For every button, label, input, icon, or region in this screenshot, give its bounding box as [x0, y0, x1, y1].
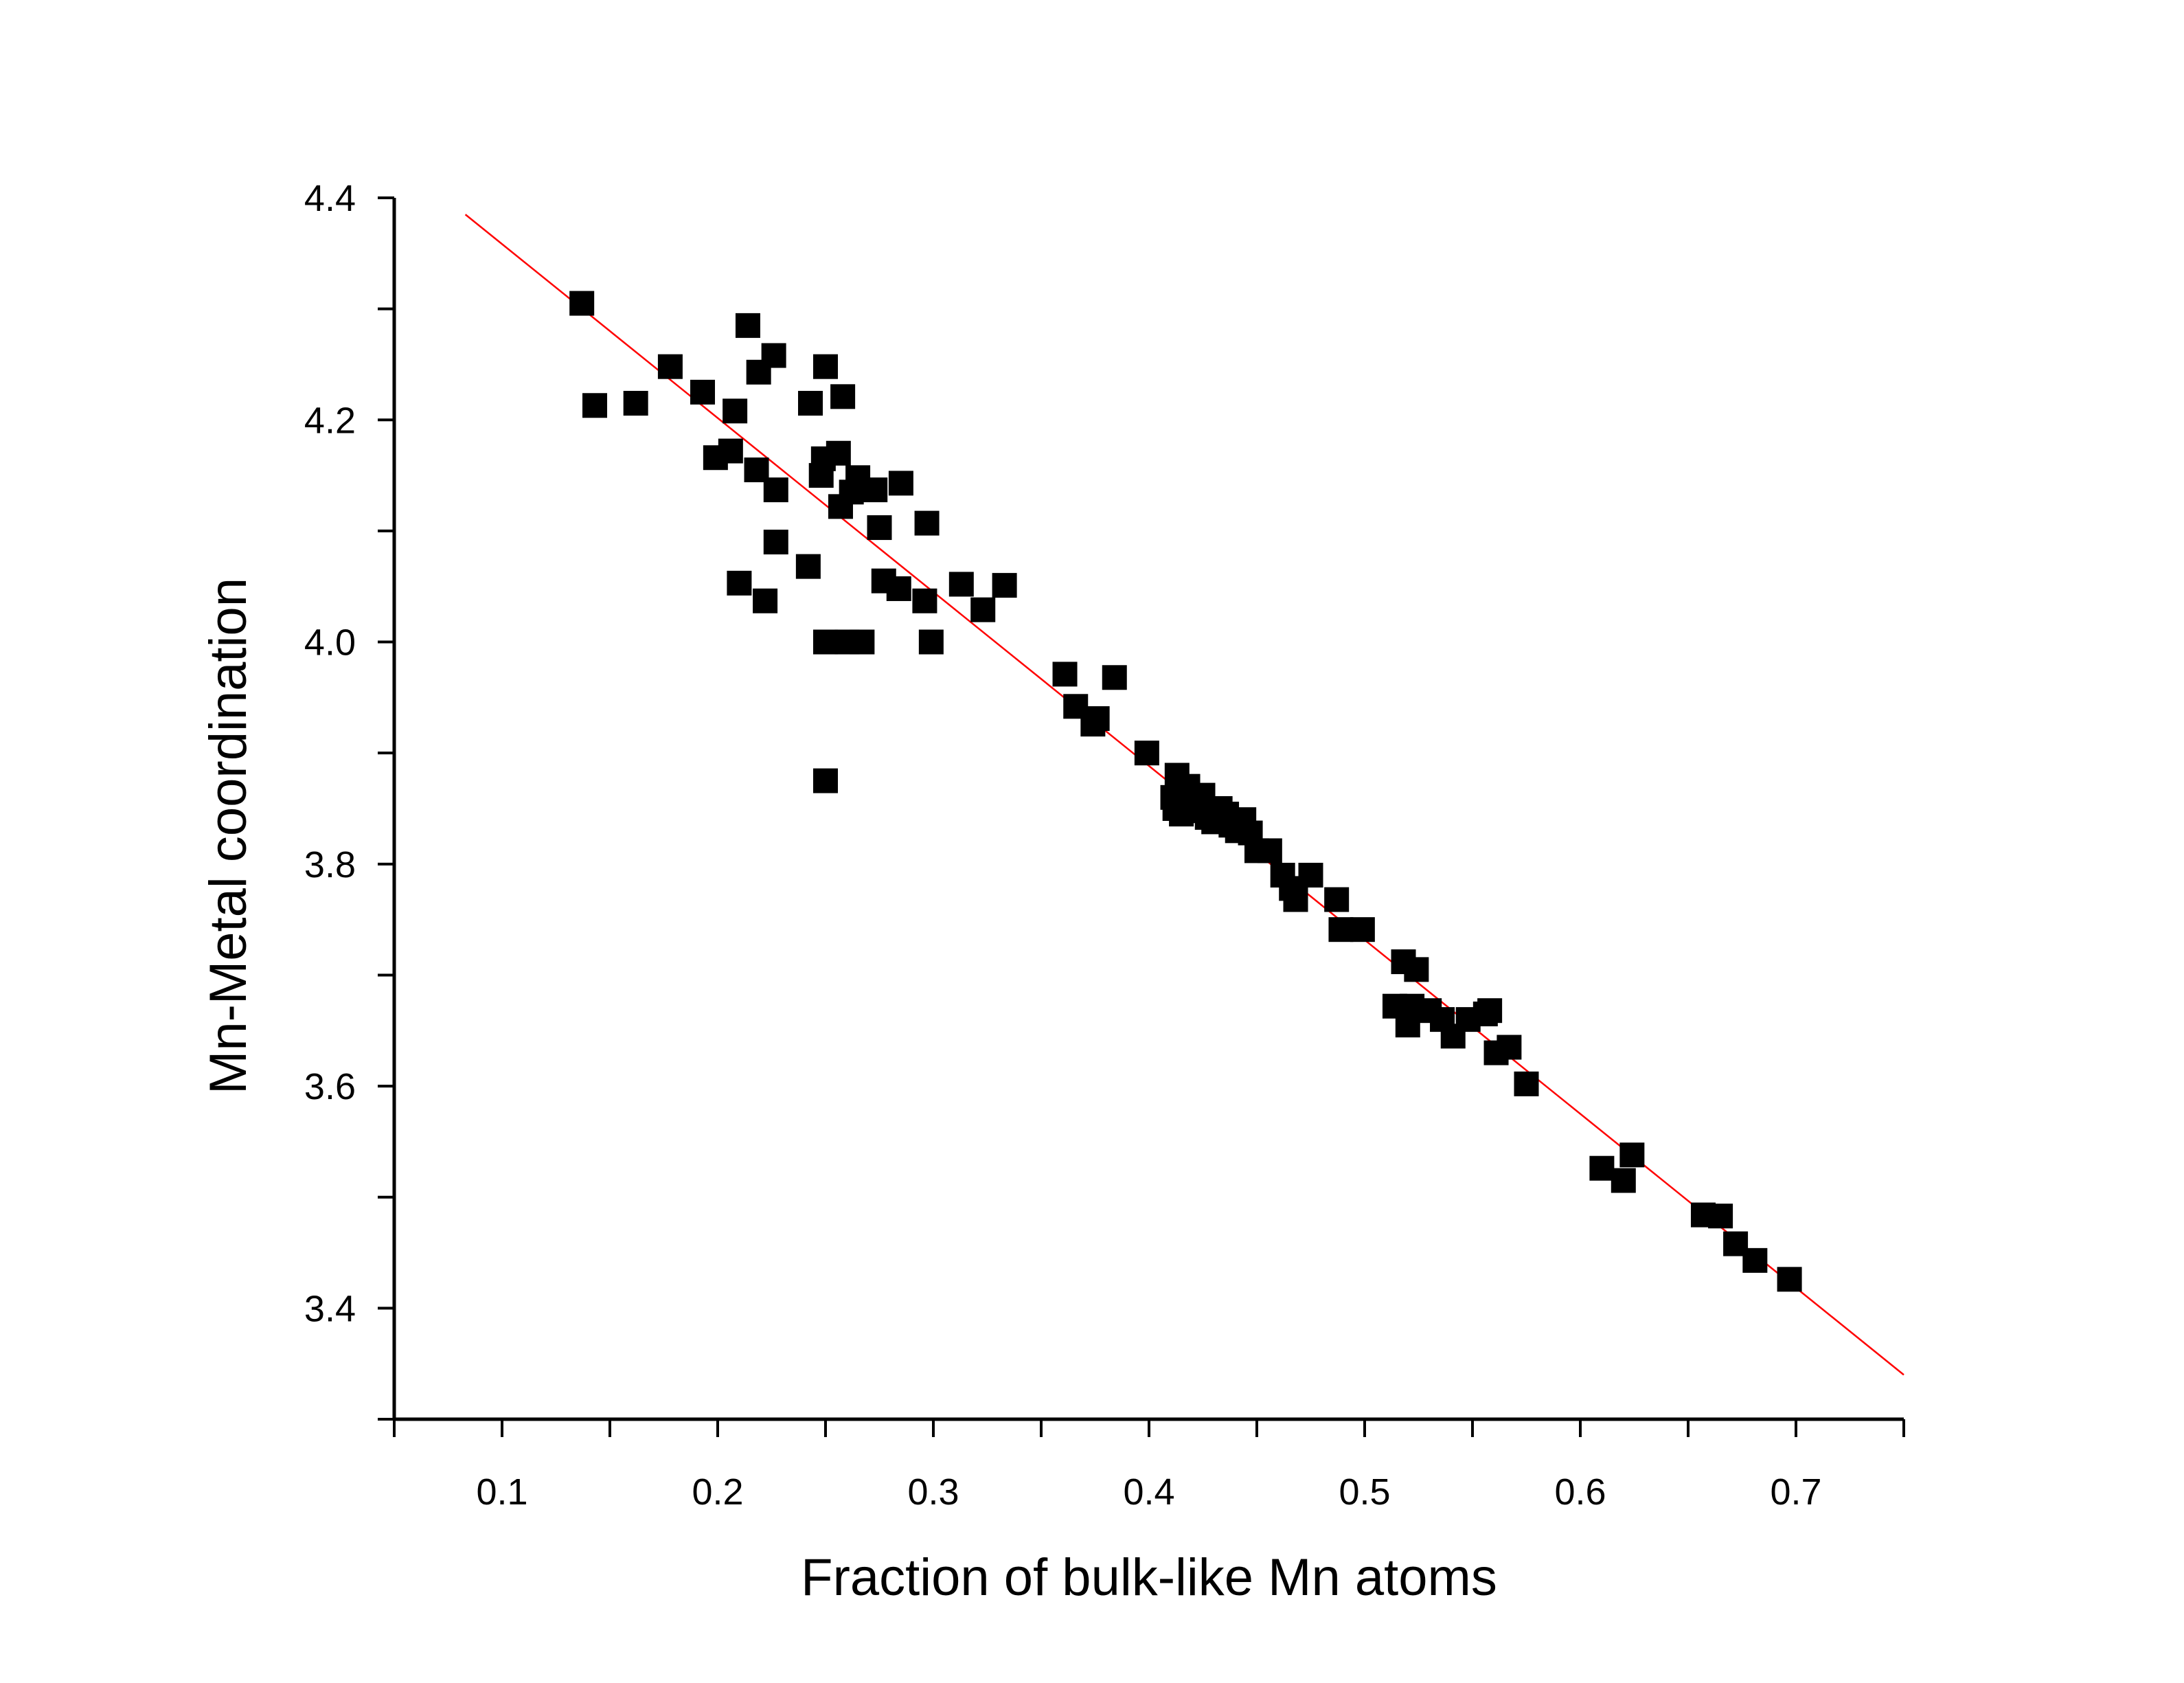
x-axis-ticks: 0.1 0.2 0.3 0.4 0.5 0.6 0.7	[393, 1419, 1905, 1513]
data-point	[992, 573, 1017, 598]
x-tick-label: 0.5	[1339, 1471, 1390, 1513]
data-point	[1328, 917, 1354, 942]
data-point	[763, 530, 788, 555]
y-tick-label: 4.4	[304, 178, 356, 219]
data-point	[918, 629, 944, 655]
x-tick-label: 0.4	[1123, 1471, 1174, 1513]
y-tick-label: 4.0	[304, 622, 356, 664]
data-points-layer	[569, 291, 1802, 1292]
data-point	[723, 398, 748, 424]
x-tick-label: 0.1	[476, 1471, 527, 1513]
data-point	[582, 393, 608, 418]
data-point	[795, 554, 821, 579]
data-point	[623, 391, 648, 416]
data-point	[1134, 741, 1159, 766]
data-point	[569, 291, 595, 316]
data-point	[970, 597, 996, 622]
data-point	[1257, 838, 1282, 863]
y-tick-label: 3.8	[304, 844, 356, 885]
data-point	[690, 379, 716, 405]
data-point	[1404, 957, 1429, 982]
data-point	[886, 576, 911, 601]
y-tick-label: 3.4	[304, 1288, 356, 1329]
data-point	[867, 515, 892, 541]
data-point	[863, 477, 888, 503]
data-point	[888, 471, 913, 496]
data-point	[1324, 887, 1350, 912]
data-point	[1742, 1247, 1768, 1273]
data-point	[718, 438, 743, 464]
data-point	[912, 588, 937, 613]
data-point	[1514, 1071, 1539, 1096]
y-axis-ticks: 3.4 3.6 3.8 4.0 4.2 4.4	[304, 178, 394, 1421]
x-tick-label: 0.7	[1770, 1471, 1821, 1513]
data-point	[813, 768, 838, 793]
data-point	[1589, 1155, 1615, 1181]
data-point	[850, 629, 875, 655]
data-point	[657, 354, 683, 379]
x-tick-label: 0.2	[692, 1471, 743, 1513]
data-point	[1084, 706, 1110, 732]
data-point	[813, 354, 838, 379]
data-point	[1619, 1142, 1645, 1168]
data-point	[948, 572, 974, 597]
data-point	[727, 570, 752, 596]
data-point	[914, 510, 940, 536]
data-point	[1350, 917, 1375, 942]
data-point	[1102, 665, 1127, 690]
x-tick-label: 0.6	[1554, 1471, 1606, 1513]
data-point	[1497, 1035, 1522, 1060]
data-point	[830, 384, 856, 409]
data-point	[1611, 1168, 1636, 1193]
data-point	[753, 588, 778, 613]
data-point	[1708, 1204, 1733, 1229]
x-tick-label: 0.3	[907, 1471, 959, 1513]
y-axis-title: Mn-Metal coordination	[199, 578, 258, 1094]
data-point	[826, 440, 851, 466]
data-point	[1283, 887, 1308, 912]
data-point	[798, 391, 823, 416]
data-point	[735, 313, 760, 338]
data-point	[1777, 1267, 1802, 1292]
axes-layer	[392, 198, 1904, 1421]
data-point	[761, 343, 786, 368]
data-point	[1298, 862, 1323, 888]
data-point	[813, 629, 838, 655]
x-axis-title: Fraction of bulk-like Mn atoms	[801, 1548, 1497, 1607]
y-tick-label: 4.2	[304, 400, 356, 441]
data-point	[1052, 662, 1078, 687]
y-tick-label: 3.6	[304, 1066, 356, 1107]
data-point	[1477, 998, 1503, 1024]
data-point	[763, 477, 788, 503]
